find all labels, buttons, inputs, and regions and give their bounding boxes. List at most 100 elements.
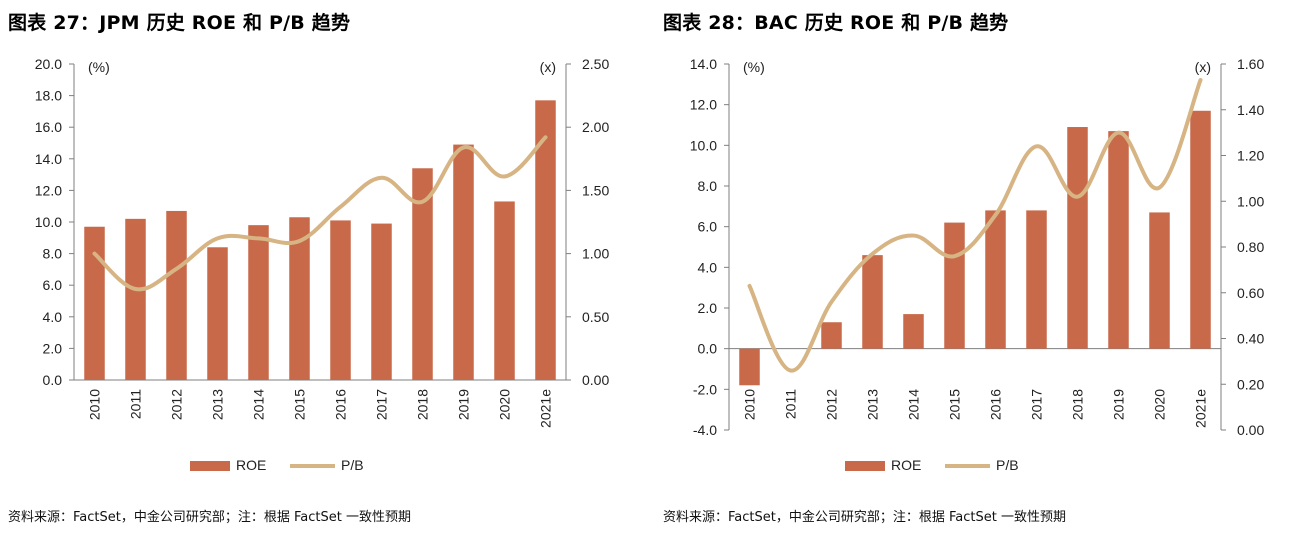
category-label: 2021e <box>538 389 554 428</box>
category-label: 2013 <box>865 389 881 420</box>
right-tick-label: 1.20 <box>1237 148 1264 164</box>
roe-bar <box>166 210 187 380</box>
left-tick-label: 12.0 <box>35 182 62 198</box>
category-label: 2014 <box>251 389 267 420</box>
roe-bar <box>1149 212 1170 349</box>
left-tick-label: 16.0 <box>35 119 62 135</box>
roe-bar <box>289 217 310 380</box>
left-tick-label: 8.0 <box>698 178 718 194</box>
roe-bar <box>84 226 105 380</box>
left-tick-label: 8.0 <box>43 246 63 262</box>
left-tick-label: 4.0 <box>698 259 718 275</box>
roe-bar <box>903 314 924 349</box>
category-label: 2012 <box>824 389 840 420</box>
roe-bar <box>1108 131 1129 349</box>
bac-chart-title: 图表 28：BAC 历史 ROE 和 P/B 趋势 <box>663 12 1009 34</box>
roe-bar <box>821 322 842 349</box>
left-tick-label: 10.0 <box>35 214 62 230</box>
left-tick-label: 2.0 <box>43 340 63 356</box>
bac-source-note: 资料来源：FactSet，中金公司研究部；注：根据 FactSet 一致性预期 <box>663 510 1066 525</box>
right-tick-label: 0.20 <box>1237 376 1264 392</box>
roe-bar <box>1067 127 1088 349</box>
right-axis-unit: (x) <box>1195 59 1211 75</box>
roe-bar <box>412 168 433 380</box>
roe-bar <box>330 220 351 380</box>
category-label: 2017 <box>374 389 390 420</box>
category-label: 2014 <box>906 389 922 420</box>
roe-bar <box>535 100 556 380</box>
category-label: 2012 <box>169 389 185 420</box>
category-label: 2019 <box>1111 389 1127 420</box>
left-tick-label: 4.0 <box>43 309 63 325</box>
left-axis-unit: (%) <box>88 59 110 75</box>
right-tick-label: 1.60 <box>1237 56 1264 72</box>
category-label: 2010 <box>742 389 758 420</box>
left-axis-unit: (%) <box>743 59 765 75</box>
right-tick-label: 0.60 <box>1237 285 1264 301</box>
left-tick-label: -2.0 <box>693 381 717 397</box>
legend-roe-swatch <box>845 461 885 471</box>
category-label: 2011 <box>783 389 799 419</box>
roe-bar <box>739 348 760 386</box>
category-label: 2018 <box>1070 389 1086 420</box>
category-label: 2021e <box>1193 389 1209 428</box>
category-label: 2020 <box>1152 389 1168 420</box>
right-tick-label: 1.00 <box>582 246 609 262</box>
roe-bar <box>494 201 515 380</box>
left-tick-label: 0.0 <box>43 372 63 388</box>
right-tick-label: 2.50 <box>582 56 609 72</box>
legend-roe-swatch <box>190 461 230 471</box>
category-label: 2011 <box>128 389 144 419</box>
left-tick-label: 2.0 <box>698 300 718 316</box>
left-tick-label: 10.0 <box>690 137 717 153</box>
legend-roe-label: ROE <box>891 457 921 473</box>
category-label: 2015 <box>292 389 308 420</box>
roe-bar <box>1190 110 1211 349</box>
legend-pb-label: P/B <box>341 457 364 473</box>
left-tick-label: 12.0 <box>690 97 717 113</box>
bac-roe-pb-chart: -4.0 -2.0 0.0 2.0 4.0 6.0 8.0 10.0 12.0 14.0 0.00 0… <box>690 56 1265 473</box>
legend-roe-label: ROE <box>236 457 266 473</box>
roe-bar <box>207 247 228 380</box>
right-tick-label: 2.00 <box>582 119 609 135</box>
roe-bar <box>944 222 965 349</box>
category-label: 2018 <box>415 389 431 420</box>
category-label: 2015 <box>947 389 963 420</box>
right-tick-label: 1.50 <box>582 182 609 198</box>
right-tick-label: 1.00 <box>1237 193 1264 209</box>
right-tick-label: 0.50 <box>582 309 609 325</box>
category-label: 2016 <box>333 389 349 420</box>
roe-bar <box>985 210 1006 349</box>
bac-chart-panel: 图表 28：BAC 历史 ROE 和 P/B 趋势 -4.0 -2.0 0.0 2.0… <box>655 0 1300 540</box>
category-label: 2010 <box>87 389 103 420</box>
roe-bar <box>125 218 146 380</box>
category-label: 2016 <box>988 389 1004 420</box>
pb-line <box>92 135 548 292</box>
left-tick-label: 20.0 <box>35 56 62 72</box>
category-label: 2019 <box>456 389 472 420</box>
right-tick-label: 0.80 <box>1237 239 1264 255</box>
category-label: 2013 <box>210 389 226 420</box>
left-tick-label: 0.0 <box>698 341 718 357</box>
left-tick-label: 14.0 <box>690 56 717 72</box>
pb-line <box>747 78 1203 373</box>
right-tick-label: 1.40 <box>1237 102 1264 118</box>
roe-bar <box>453 144 474 380</box>
jpm-source-note: 资料来源：FactSet，中金公司研究部；注：根据 FactSet 一致性预期 <box>8 510 411 525</box>
roe-bar <box>248 225 269 380</box>
left-tick-label: 18.0 <box>35 88 62 104</box>
right-tick-label: 0.00 <box>582 372 609 388</box>
left-tick-label: -4.0 <box>693 422 717 438</box>
category-label: 2020 <box>497 389 513 420</box>
right-tick-label: 0.00 <box>1237 422 1264 438</box>
left-tick-label: 6.0 <box>43 277 63 293</box>
legend-pb-label: P/B <box>996 457 1019 473</box>
right-tick-label: 0.40 <box>1237 331 1264 347</box>
jpm-chart-title: 图表 27：JPM 历史 ROE 和 P/B 趋势 <box>8 12 351 34</box>
right-axis-unit: (x) <box>540 59 556 75</box>
category-label: 2017 <box>1029 389 1045 420</box>
roe-bar <box>371 223 392 380</box>
roe-bar <box>1026 210 1047 349</box>
left-tick-label: 6.0 <box>698 219 718 235</box>
jpm-chart-panel: 图表 27：JPM 历史 ROE 和 P/B 趋势 0.0 2.0 4.0 6.0 8.… <box>8 12 609 525</box>
